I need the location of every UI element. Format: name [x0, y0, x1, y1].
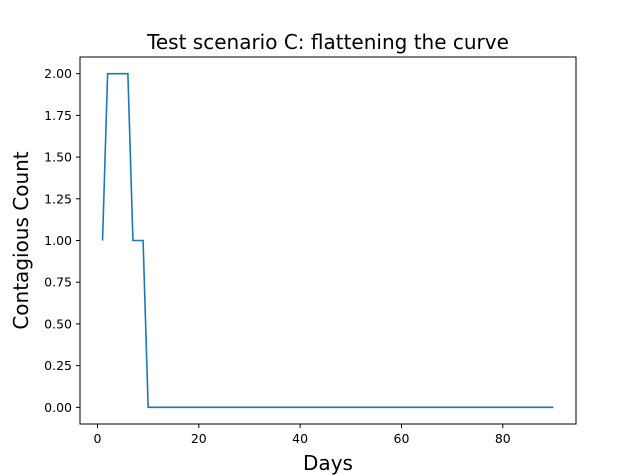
y-tick-label: 1.25 [44, 191, 72, 206]
y-tick-label: 0.75 [44, 275, 72, 290]
y-tick-label: 2.00 [44, 66, 72, 81]
y-tick-label: 0.25 [44, 358, 72, 373]
x-axis-label: Days [303, 451, 353, 475]
chart-title: Test scenario C: flattening the curve [146, 30, 509, 54]
y-tick-label: 1.75 [44, 108, 72, 123]
x-tick-label: 60 [394, 431, 410, 446]
x-tick-label: 0 [94, 431, 102, 446]
x-axis-ticks: 0 20 40 60 80 [94, 424, 511, 446]
plot-area [79, 56, 577, 425]
y-axis-ticks: 0.00 0.25 0.50 0.75 1.00 1.25 1.50 1.75 2.00 [44, 66, 80, 415]
x-tick-label: 20 [191, 431, 207, 446]
y-tick-label: 0.50 [44, 316, 72, 331]
y-axis-label: Contagious Count [9, 151, 33, 329]
x-tick-label: 80 [495, 431, 511, 446]
y-tick-label: 1.00 [44, 233, 72, 248]
y-tick-label: 1.50 [44, 150, 72, 165]
series-line [101, 72, 554, 409]
x-tick-label: 40 [292, 431, 308, 446]
y-tick-label: 0.00 [44, 400, 72, 415]
